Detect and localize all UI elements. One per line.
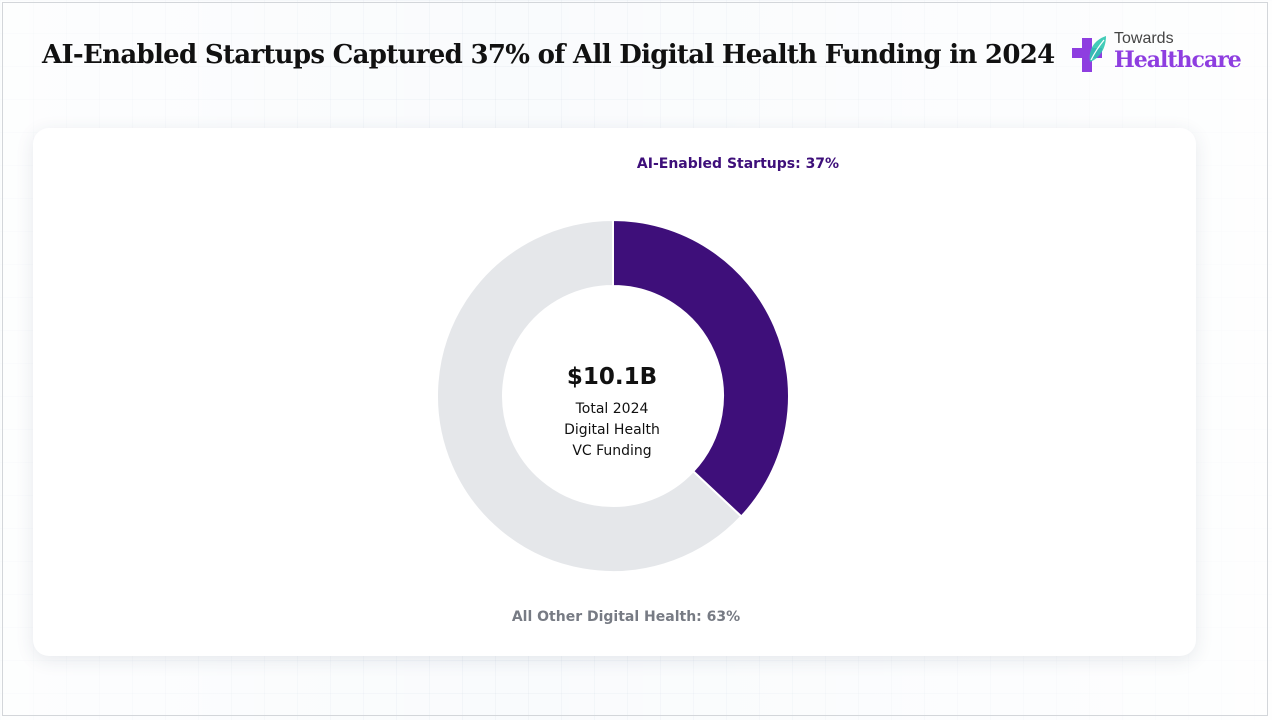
- medical-cross-leaf-icon: [1072, 36, 1106, 72]
- slice-label-ai-enabled: AI-Enabled Startups: 37%: [636, 156, 840, 172]
- donut-slice-ai-enabled-startups: [612, 218, 790, 518]
- logo-main-text: Healthcare: [1114, 47, 1242, 73]
- center-total-value: $10.1B: [566, 364, 658, 390]
- center-caption: Total 2024 Digital Health VC Funding: [542, 399, 682, 462]
- donut-slice-all-other-digital-health: [436, 218, 743, 573]
- center-caption-line: Digital Health: [564, 422, 660, 438]
- logo-top-text: Towards: [1114, 30, 1174, 47]
- page-title: AI-Enabled Startups Captured 37% of All …: [42, 40, 1055, 70]
- center-caption-line: VC Funding: [572, 443, 652, 459]
- brand-logo: Towards Healthcare: [1070, 30, 1250, 82]
- donut-chart: [436, 218, 790, 573]
- slice-label-all-other: All Other Digital Health: 63%: [511, 609, 741, 625]
- center-caption-line: Total 2024: [575, 401, 649, 417]
- chart-card: AI-Enabled Startups: 37% $10.1B Total 20…: [33, 128, 1196, 656]
